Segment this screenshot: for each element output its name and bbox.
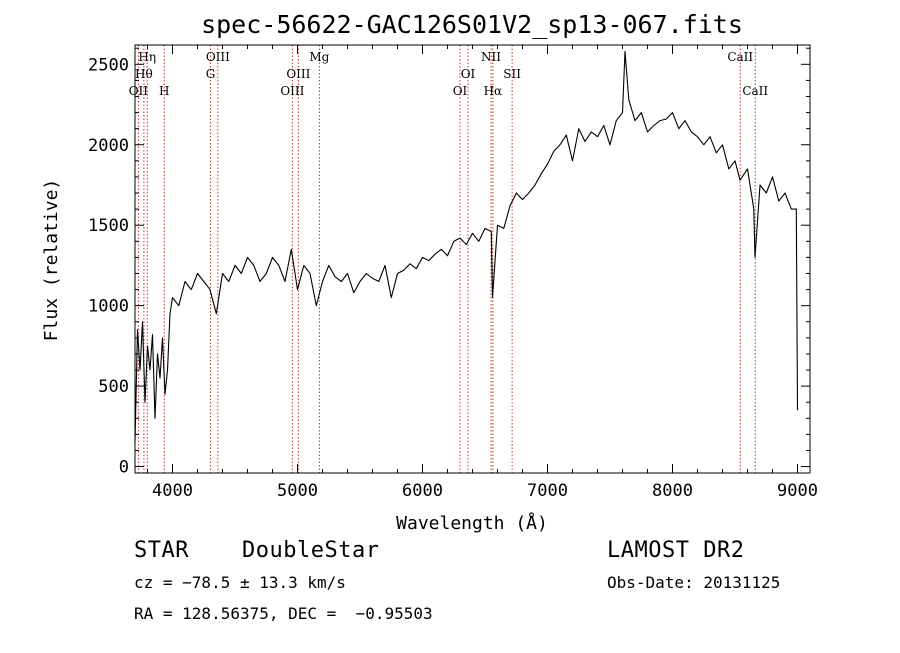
y-tick-label-5: 2500: [88, 55, 129, 75]
coordinates: RA = 128.56375, DEC = −0.95503: [134, 604, 433, 623]
spectrum-series-line: [134, 50, 799, 443]
line-label-7: OIII: [286, 67, 310, 81]
redshift-cz: cz = −78.5 ± 13.3 km/s: [134, 573, 346, 592]
x-tick-label-5: 9000: [777, 481, 818, 501]
y-tick-label-2: 1000: [88, 297, 129, 317]
chart-title: spec-56622-GAC126S01V2_sp13-067.fits: [201, 10, 743, 39]
line-label-0: OII: [129, 84, 149, 98]
line-label-9: OI: [453, 84, 468, 98]
x-axis-label: Wavelength (Å): [396, 512, 548, 534]
object-subclass: DoubleStar: [242, 538, 380, 563]
object-class: STAR: [134, 538, 189, 563]
line-label-8: Mg: [309, 50, 329, 64]
x-tick-label-3: 7000: [527, 481, 568, 501]
x-tick-label-1: 5000: [277, 481, 318, 501]
survey-name: LAMOST DR2: [607, 538, 745, 563]
x-axis-ticks: 4000 5000 6000 7000 8000 9000: [147, 45, 818, 501]
line-label-14: CaII: [727, 50, 753, 64]
line-label-6: OIII: [280, 84, 304, 98]
line-label-4: G: [206, 67, 216, 81]
y-tick-label-1: 500: [98, 377, 129, 397]
line-label-2: Hη: [138, 50, 156, 64]
y-tick-label-0: 0: [119, 458, 129, 478]
emission-line-markers: [137, 45, 756, 473]
line-label-11: NII: [481, 50, 501, 64]
x-tick-label-0: 4000: [152, 481, 193, 501]
line-label-12: Hα: [484, 84, 503, 98]
line-label-10: OI: [461, 67, 476, 81]
x-tick-label-4: 8000: [652, 481, 693, 501]
y-axis-ticks: 0 500 1000 1500 2000 2500: [88, 47, 810, 478]
x-tick-label-2: 6000: [402, 481, 443, 501]
line-label-5: OIII: [206, 50, 230, 64]
plot-frame: [134, 44, 811, 474]
line-label-1: Hθ: [135, 67, 153, 81]
line-label-13: SII: [503, 67, 521, 81]
y-axis-label: Flux (relative): [41, 179, 62, 342]
observation-date: Obs-Date: 20131125: [607, 573, 781, 592]
line-label-15: CaII: [742, 84, 768, 98]
line-label-3: H: [159, 84, 169, 98]
y-tick-label-3: 1500: [88, 216, 129, 236]
y-tick-label-4: 2000: [88, 136, 129, 156]
